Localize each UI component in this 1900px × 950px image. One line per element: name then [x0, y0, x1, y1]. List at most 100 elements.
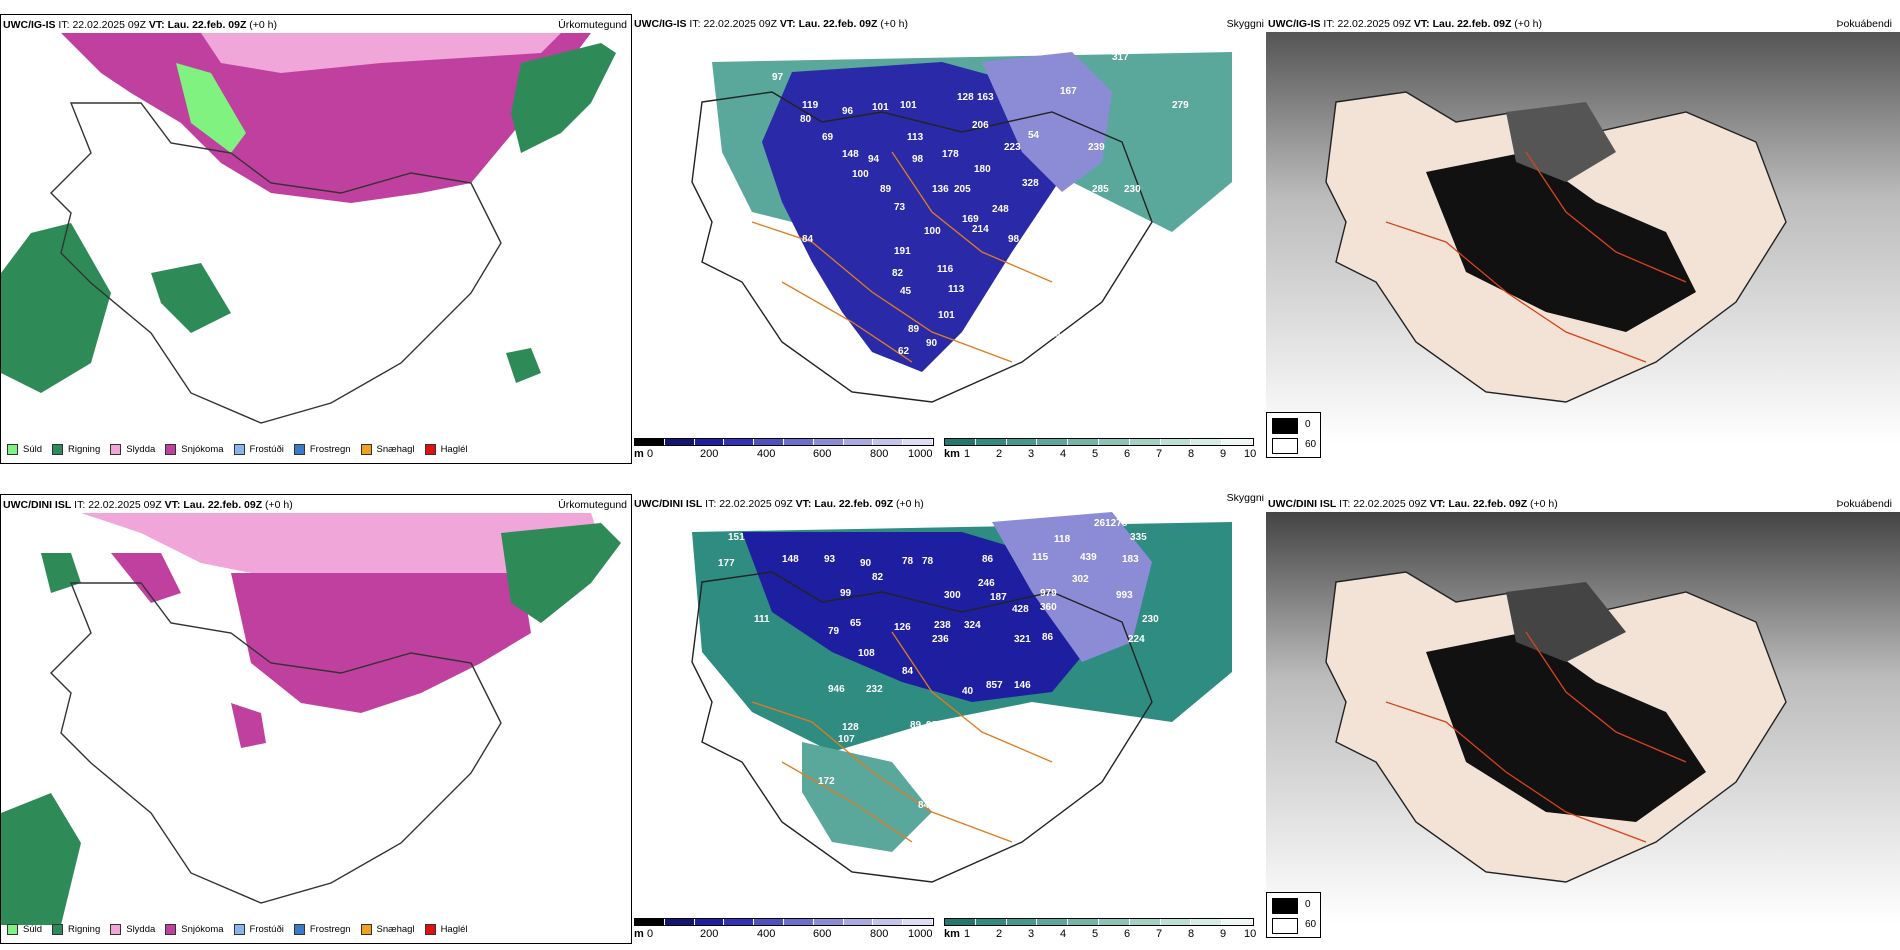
iceland-coastline [50, 582, 502, 904]
cloud-map: 261278 151 335 148 93 90 78 78 86 115 11… [691, 512, 1232, 883]
value-label: 93 [1008, 274, 1020, 285]
value-label: 40 [1052, 346, 1064, 357]
panel-name: Skyggni [1226, 494, 1264, 504]
value-label: 83 [978, 306, 990, 317]
fog-key-dark-label: 0 [1305, 419, 1311, 430]
colorbar-unit: km [944, 448, 960, 460]
precip-legend: Súld Rigning Slydda Snjókoma Frostúði Fr… [7, 924, 468, 935]
legend-item: Frostregn [293, 444, 351, 455]
value-label: 223 [1004, 142, 1021, 153]
precip-legend: Súld Rigning Slydda Snjókoma Frostúði Fr… [7, 444, 468, 455]
value-label: 230 [1124, 184, 1141, 195]
value-label: 946 [828, 684, 845, 695]
fog-panel-row2: UWC/DINI ISL IT: 22.02.2025 09Z VT: Lau.… [1266, 494, 1900, 944]
visibility-field [802, 742, 932, 852]
value-label: 54 [1028, 130, 1040, 141]
value-label: 99 [840, 588, 852, 599]
colorbar-unit: m [634, 928, 644, 940]
colorbar-tick: 2 [996, 928, 1003, 940]
value-label: 78 [922, 556, 934, 567]
value-label: 300 [944, 590, 961, 601]
iceland-coastline [691, 571, 1153, 883]
colorbar-swatches [634, 438, 934, 446]
value-label: 246 [960, 750, 977, 761]
panel-name: Úrkomutegund [558, 499, 627, 511]
sleet-area [201, 33, 561, 73]
legend-item: Snæhagl [360, 444, 415, 455]
value-label: 191 [894, 246, 911, 257]
panel-title: UWC/IG-IS IT: 22.02.2025 09Z VT: Lau. 22… [634, 18, 909, 30]
value-label: 90 [860, 558, 872, 569]
legend-item: Snjókoma [165, 924, 224, 935]
fog-panel-row1: UWC/IG-IS IT: 22.02.2025 09Z VT: Lau. 22… [1266, 14, 1900, 464]
panel-title: UWC/IG-IS IT: 22.02.2025 09Z VT: Lau. 22… [1268, 18, 1543, 30]
value-label: 236 [932, 634, 949, 645]
value-label: 324 [964, 620, 981, 631]
precip-map [1, 33, 631, 445]
colorbar-tick: 0 [647, 928, 654, 940]
legend-item: Slydda [110, 444, 155, 455]
fog-index-field [1506, 102, 1616, 182]
value-label: 246 [978, 578, 995, 589]
rain-area [151, 263, 231, 333]
cloud-base-field [992, 512, 1152, 662]
colorbar-tick: 1 [964, 448, 971, 460]
precip-panel-row1: UWC/IG-IS IT: 22.02.2025 09Z VT: Lau. 22… [0, 14, 632, 464]
colorbar-tick: 800 [870, 448, 889, 460]
legend-item: Rigning [52, 924, 100, 935]
drizzle-area [176, 63, 246, 153]
value-label: 82 [1022, 310, 1034, 321]
value-label: 93 [824, 554, 836, 565]
value-label: 148 [842, 149, 859, 160]
value-label: 857 [986, 680, 1003, 691]
value-label: 73 [894, 202, 906, 213]
value-label: 125 [936, 790, 953, 801]
value-label: 993 [1116, 590, 1133, 601]
colorbar-tick: 5 [1092, 448, 1099, 460]
value-label: 69 [822, 132, 834, 143]
colorbar-tick: 9 [1220, 448, 1227, 460]
value-label: 134 [1044, 330, 1061, 341]
value-label: 335 [1130, 532, 1147, 543]
value-label: 96 [842, 106, 854, 117]
value-label: 62 [898, 346, 910, 357]
road-network [751, 631, 1053, 843]
value-label: 78 [902, 556, 914, 567]
snow-area [231, 573, 531, 713]
colorbar-tick: 7 [1156, 448, 1163, 460]
value-label: 151 [728, 532, 745, 543]
value-label: 101 [872, 102, 889, 113]
fog-key: 0 60 [1266, 412, 1321, 458]
rain-area [511, 43, 616, 153]
value-label: 90 [926, 338, 938, 349]
value-label: 97 [772, 72, 784, 83]
cloud-panel-row1: UWC/IG-IS IT: 22.02.2025 09Z VT: Lau. 22… [632, 14, 1264, 464]
cloud-base-colorbar: m 0 200 400 600 800 1000 [634, 918, 944, 944]
value-label: 113 [907, 132, 924, 143]
colorbar-tick: 200 [700, 928, 719, 940]
precip-panel-row2: UWC/DINI ISL IT: 22.02.2025 09Z VT: Lau.… [0, 494, 632, 944]
value-label: 321 [1014, 634, 1031, 645]
fog-key-light [1272, 918, 1298, 934]
fog-key-light-label: 60 [1305, 439, 1317, 450]
rain-area [1, 223, 111, 393]
value-label: 317 [1112, 52, 1129, 63]
panel-name: Úrkomutegund [558, 19, 627, 31]
value-label: 786 [1046, 716, 1063, 727]
value-label: 180 [974, 164, 991, 175]
value-label: 146 [1014, 680, 1031, 691]
cloud-value-labels: 261278 151 335 148 93 90 78 78 86 115 11… [718, 518, 1159, 811]
precip-map [1, 513, 631, 925]
legend-item: Haglél [424, 444, 468, 455]
fog-key-light [1272, 438, 1298, 454]
value-label: 128 [957, 92, 974, 103]
value-label: 238 [934, 620, 951, 631]
value-label: 89 [908, 324, 920, 335]
panel-title: UWC/DINI ISL IT: 22.02.2025 09Z VT: Lau.… [3, 499, 293, 511]
value-label: 65 [850, 618, 862, 629]
colorbar-tick: 8 [1188, 928, 1195, 940]
fog-key-dark [1272, 418, 1298, 434]
colorbar-tick: 0 [647, 448, 654, 460]
colorbar-tick: 6 [1124, 448, 1131, 460]
colorbar-unit: m [634, 448, 644, 460]
